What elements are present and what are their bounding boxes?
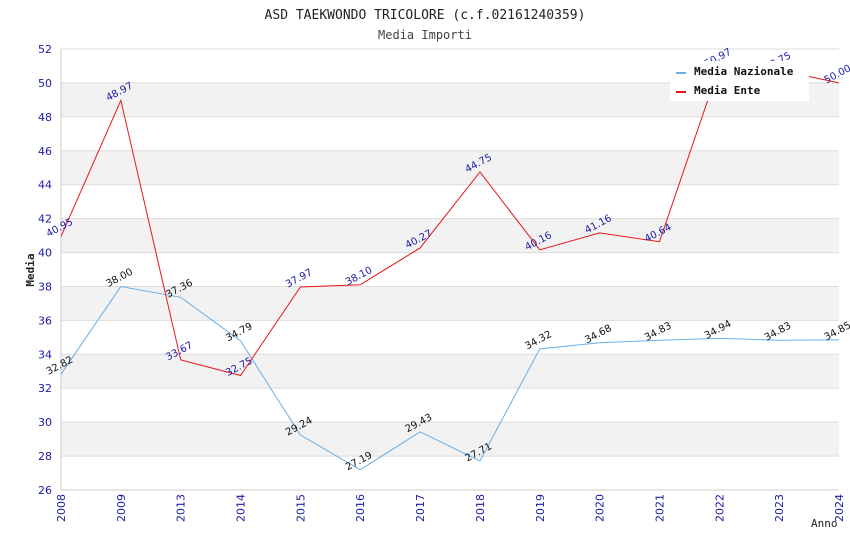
y-axis-title: Media xyxy=(24,253,37,286)
grid-band xyxy=(61,456,839,490)
y-tick-label: 44 xyxy=(38,179,52,192)
grid-band xyxy=(61,184,839,219)
x-tick-label: 2023 xyxy=(773,494,786,522)
grid-band xyxy=(61,116,839,151)
x-tick-label: 2016 xyxy=(354,494,367,522)
y-tick-label: 36 xyxy=(38,314,52,327)
y-tick-label: 28 xyxy=(38,450,52,463)
y-tick-label: 40 xyxy=(38,247,52,260)
y-tick-label: 50 xyxy=(38,77,52,90)
legend-label-ente: Media Ente xyxy=(694,84,761,97)
x-tick-label: 2021 xyxy=(653,494,666,522)
grid-band xyxy=(61,422,839,457)
grid-band xyxy=(61,150,839,185)
legend-box xyxy=(670,61,809,101)
x-tick-label: 2014 xyxy=(235,494,248,522)
grid-bands xyxy=(61,49,839,490)
x-tick-label: 2015 xyxy=(294,494,307,522)
x-tick-label: 2017 xyxy=(414,494,427,522)
grid-band xyxy=(61,286,839,321)
y-tick-label: 34 xyxy=(38,348,52,361)
grid-band xyxy=(61,218,839,253)
x-tick-label: 2018 xyxy=(474,494,487,522)
chart-subtitle: Media Importi xyxy=(378,28,472,42)
x-tick-label: 2019 xyxy=(534,494,547,522)
x-tick-label: 2022 xyxy=(713,494,726,522)
grid-band xyxy=(61,388,839,423)
x-tick-label: 2013 xyxy=(175,494,188,522)
x-tick-label: 2009 xyxy=(115,494,128,522)
y-tick-label: 26 xyxy=(38,484,52,497)
y-axis-ticks: 26 28 30 32 34 36 38 40 42 44 46 48 50 52 xyxy=(38,43,52,497)
x-tick-label: 2024 xyxy=(833,494,846,522)
y-tick-label: 46 xyxy=(38,145,52,158)
y-tick-label: 52 xyxy=(38,43,52,56)
grid-band xyxy=(61,252,839,287)
chart-title: ASD TAEKWONDO TRICOLORE (c.f.02161240359… xyxy=(265,8,586,23)
grid-band xyxy=(61,354,839,389)
x-tick-label: 2008 xyxy=(55,494,68,522)
y-tick-label: 38 xyxy=(38,280,52,293)
y-tick-label: 42 xyxy=(38,213,52,226)
x-tick-label: 2020 xyxy=(594,494,607,522)
legend: Media Nazionale Media Ente xyxy=(670,61,809,101)
y-tick-label: 48 xyxy=(38,111,52,124)
y-tick-label: 32 xyxy=(38,382,52,395)
grid-band xyxy=(61,320,839,355)
series-line-media-nazionale xyxy=(60,285,840,471)
y-tick-label: 30 xyxy=(38,416,52,429)
x-axis-ticks: 2008 2009 2013 2014 2015 2016 2017 2018 2019 2020… xyxy=(55,494,846,522)
x-axis-title: Anno xyxy=(811,517,838,530)
legend-label-nazionale: Media Nazionale xyxy=(694,65,794,78)
